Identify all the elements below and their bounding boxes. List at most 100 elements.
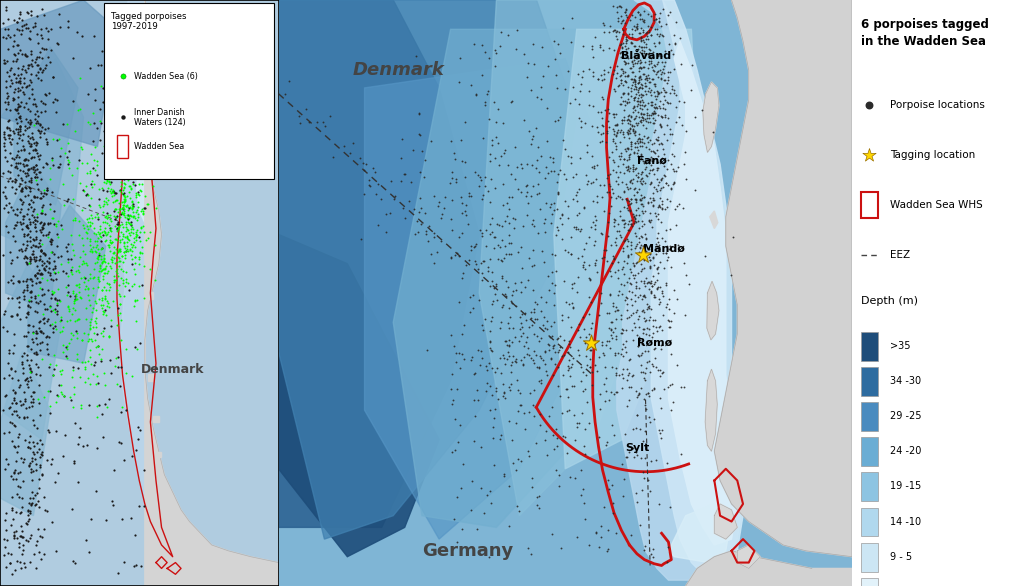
Polygon shape [651,0,743,574]
Point [28,169,44,178]
Point [4,386,20,395]
Point [634,90,650,99]
Point [650,57,667,67]
Point [102,210,119,220]
Point [9,25,26,34]
Point [627,138,643,148]
Point [662,68,678,77]
Point [637,346,653,356]
Point [35,315,51,324]
Point [643,178,659,188]
Point [128,345,144,354]
Point [104,297,121,306]
Point [429,247,445,257]
Point [22,26,38,35]
Point [121,211,137,220]
Point [124,246,140,255]
Point [563,158,580,168]
Point [617,146,634,156]
Point [69,27,85,36]
Point [103,141,120,151]
Point [633,190,649,200]
Point [37,63,53,73]
Point [80,284,96,294]
Point [500,319,516,328]
Point [623,250,639,259]
Point [508,285,524,295]
Point [6,532,23,541]
Point [573,408,590,417]
Point [119,214,135,223]
Point [636,193,652,202]
Point [672,33,688,43]
Point [637,230,653,239]
Point [647,94,664,104]
Point [112,299,128,309]
Point [366,163,382,173]
Point [123,240,139,249]
Point [537,435,553,445]
Point [644,253,660,262]
Point [68,294,84,304]
Point [647,250,664,259]
Point [90,60,106,70]
Point [60,305,77,314]
Point [629,142,645,152]
Point [575,203,592,212]
Point [0,204,12,213]
Point [548,230,564,240]
Point [629,188,645,197]
Point [42,274,58,283]
Point [19,63,36,73]
Point [444,173,461,182]
Point [24,177,40,186]
Point [634,222,650,231]
Point [539,370,555,380]
Point [136,465,153,475]
Point [122,154,138,163]
Point [22,200,38,209]
Point [113,121,129,130]
Point [544,331,560,340]
Point [19,117,36,127]
Point [23,163,39,172]
Text: Sylt: Sylt [626,443,649,454]
Point [96,197,113,206]
Point [39,455,55,465]
Point [627,114,643,123]
Point [630,216,646,226]
Point [65,402,81,411]
Point [574,260,591,270]
Point [25,89,41,98]
Point [643,110,659,120]
Point [477,226,494,235]
Point [453,483,469,492]
Point [653,113,670,122]
Point [41,227,57,237]
Point [621,273,637,282]
Point [589,267,605,277]
Point [0,59,12,68]
Point [115,113,131,122]
Point [33,193,49,203]
Point [650,209,667,218]
Point [637,541,653,551]
Point [30,73,46,83]
Point [110,271,126,281]
Point [95,202,112,211]
Point [2,202,18,212]
Point [24,152,40,161]
Point [79,189,95,199]
Point [649,241,666,251]
Point [502,385,518,394]
Point [640,35,656,44]
Point [659,194,676,203]
Point [125,177,141,186]
Point [624,25,640,34]
Text: 29 -25: 29 -25 [890,411,922,421]
Point [472,483,488,492]
Point [628,195,644,205]
Point [23,345,39,354]
Point [651,393,668,403]
Point [103,171,120,180]
